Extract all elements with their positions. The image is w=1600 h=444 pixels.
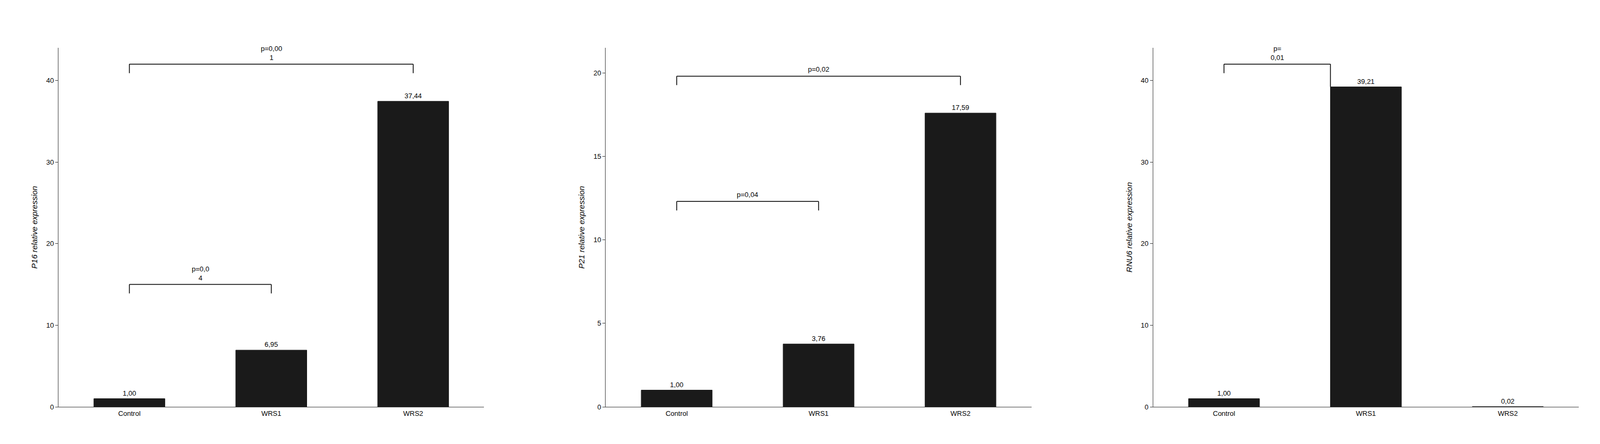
svg-text:20: 20 (1141, 239, 1149, 248)
svg-text:0: 0 (49, 403, 54, 412)
svg-text:10: 10 (1141, 321, 1149, 330)
svg-text:30: 30 (1141, 158, 1149, 167)
svg-text:p=0,04: p=0,04 (736, 190, 759, 199)
svg-text:WRS2: WRS2 (1498, 409, 1519, 418)
svg-text:p=0,001: p=0,001 (260, 44, 283, 62)
svg-text:5: 5 (597, 319, 601, 328)
svg-text:6,95: 6,95 (264, 340, 278, 349)
svg-text:1,00: 1,00 (122, 389, 136, 398)
svg-text:p=0,02: p=0,02 (807, 65, 830, 74)
svg-text:WRS1: WRS1 (1356, 409, 1377, 418)
svg-text:WRS2: WRS2 (403, 409, 424, 418)
svg-text:P21 relative expression: P21 relative expression (576, 185, 586, 269)
svg-text:10: 10 (593, 235, 601, 244)
svg-text:0,02: 0,02 (1501, 397, 1515, 406)
svg-text:37,44: 37,44 (404, 91, 423, 100)
svg-text:40: 40 (1141, 76, 1149, 85)
svg-text:p=0,04: p=0,04 (191, 265, 210, 283)
svg-text:WRS1: WRS1 (261, 409, 282, 418)
svg-text:39,21: 39,21 (1357, 77, 1375, 86)
svg-text:20: 20 (46, 239, 54, 248)
svg-text:10: 10 (46, 321, 54, 330)
svg-text:p=0,01: p=0,01 (1270, 44, 1284, 62)
svg-text:P16 relative expression: P16 relative expression (29, 185, 39, 269)
svg-text:Control: Control (1212, 409, 1236, 418)
svg-text:0: 0 (597, 403, 601, 412)
svg-text:40: 40 (46, 76, 54, 85)
svg-text:0: 0 (1144, 403, 1149, 412)
svg-text:1,00: 1,00 (1217, 389, 1231, 398)
svg-text:17,59: 17,59 (951, 103, 970, 112)
svg-text:RNU6 relative expression: RNU6 relative expression (1124, 182, 1134, 273)
svg-text:30: 30 (46, 158, 54, 167)
svg-text:20: 20 (593, 69, 601, 78)
svg-text:1,00: 1,00 (669, 380, 684, 389)
svg-text:WRS2: WRS2 (950, 409, 971, 418)
svg-text:3,76: 3,76 (811, 334, 825, 343)
svg-text:WRS1: WRS1 (808, 409, 829, 418)
svg-text:Control: Control (118, 409, 141, 418)
svg-text:Control: Control (665, 409, 688, 418)
svg-text:15: 15 (593, 152, 601, 161)
